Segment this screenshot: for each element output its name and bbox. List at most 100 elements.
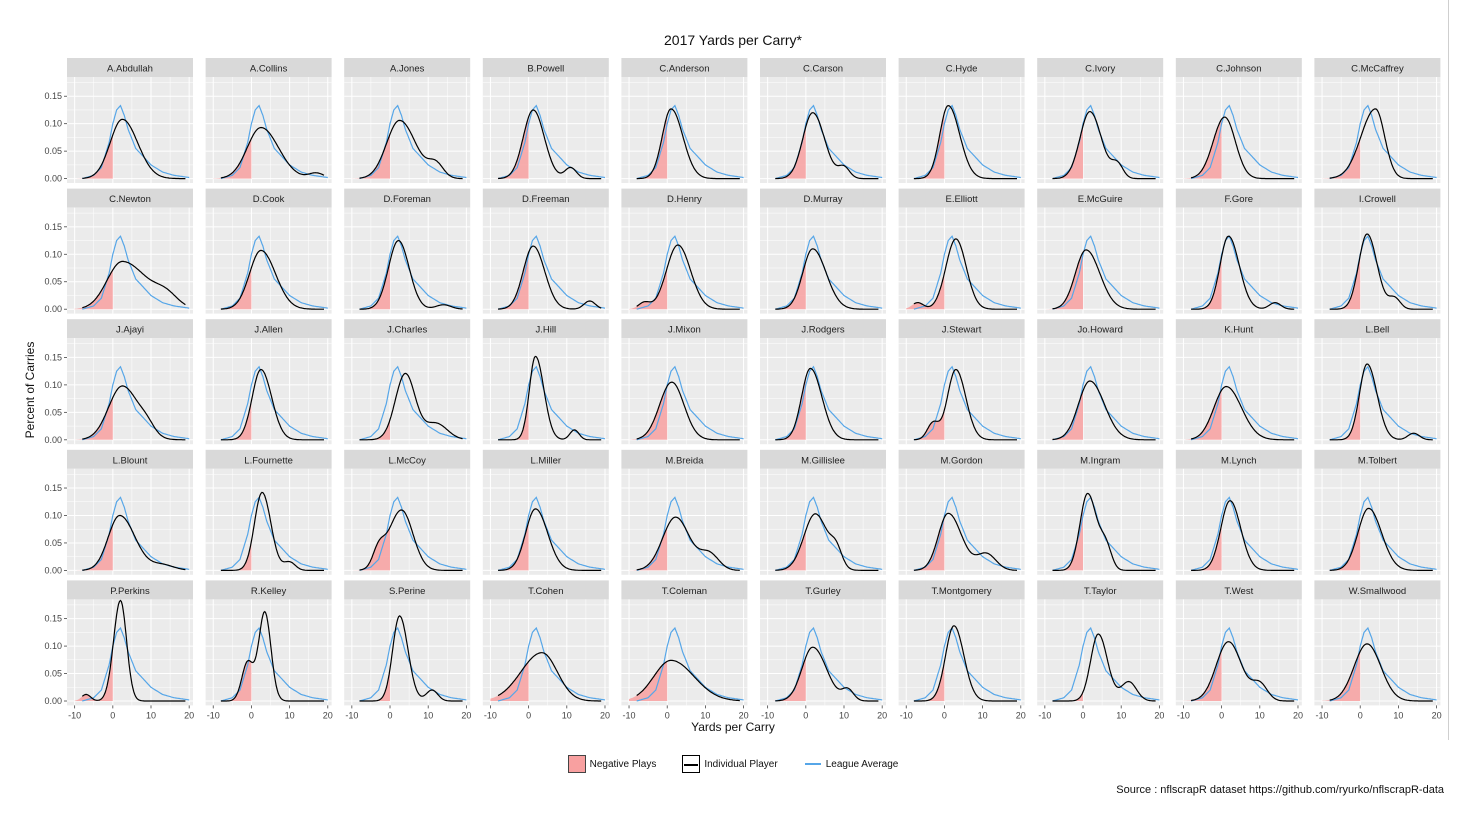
facet-strip [898,319,1025,339]
legend-item-negative: Negative Plays [567,755,657,773]
negative-plays-area [490,522,529,571]
individual-player-line [1052,633,1156,702]
x-tick-label: 10 [1393,710,1403,720]
negative-plays-area [1183,390,1222,440]
y-tick-label: 0.00 [44,174,62,184]
facet-strip-label: D.Henry [667,194,702,205]
league-average-line [1329,235,1437,310]
x-tick-label: 20 [1293,710,1303,720]
facet-panel: L.Bell [1314,319,1441,445]
league-average-line [497,235,606,310]
facet-strip-label: J.Mixon [668,325,701,336]
facet-panel: F.Gore [1175,188,1302,314]
panel-background [482,207,609,314]
facet-strip-label: J.Stewart [942,325,982,336]
negative-plays-area [74,646,113,701]
facet-panel: Jo.Howard [1037,319,1164,445]
league-average-line [636,365,744,441]
negative-plays-area [213,267,252,310]
negative-plays-area [351,527,390,571]
x-tick-label: 10 [423,710,433,720]
facet-strip-label: F.Gore [1225,194,1254,205]
individual-player-line [1190,641,1295,702]
x-tick-label: 0 [942,710,947,720]
y-tick-label: 0.05 [44,277,62,287]
facet-panel: D.Henry [621,188,748,314]
facet-panel: T.Cohen -10 0 10 20 [482,580,610,720]
league-average-line [1052,365,1160,441]
negative-plays-area [213,541,252,571]
y-tick-label: 0.15 [44,352,62,362]
league-average-line [913,365,1021,441]
legend-label-negative: Negative Plays [589,758,657,770]
facet-strip [1314,580,1441,600]
facet-panel: P.Perkins 0.00 0.05 0.10 0.15 -10 0 10 20 [44,580,194,720]
y-tick-label: 0.05 [44,146,62,156]
individual-player-line [359,239,463,310]
facet-strip-label: D.Freeman [522,194,570,205]
x-tick-label: -10 [623,710,636,720]
negative-plays-area [213,400,252,440]
negative-plays-area [1044,390,1083,440]
facet-strip-label: L.Bell [1366,325,1390,336]
facet-strip [482,449,609,469]
negative-plays-area [1183,524,1222,571]
x-tick-label: 10 [562,710,572,720]
facet-strip-label: K.Hunt [1224,325,1253,336]
facet-panel: M.Ingram [1037,449,1164,575]
facet-strip [67,580,193,600]
panel-background [205,599,332,706]
league-average-line [82,626,190,702]
panel-background [621,599,748,706]
y-tick-label: 0.10 [44,119,62,129]
league-average-line [497,626,606,702]
individual-player-line [1052,492,1156,571]
individual-player-line [636,244,740,310]
panel-background [67,207,193,314]
x-tick-label: 10 [700,710,710,720]
facet-panel: J.Rodgers [760,319,886,445]
negative-plays-area [906,409,945,440]
facet-strip [482,188,609,208]
league-average-line [82,365,190,441]
legend-key-individual [682,755,701,773]
facet-panel: E.Elliott [898,188,1025,314]
individual-player-line [359,615,463,702]
panel-background [898,468,1025,575]
legend-label-individual: Individual Player [704,758,778,770]
facet-strip [898,188,1025,208]
y-tick-label: 0.00 [44,565,62,575]
negative-plays-area [1044,691,1083,701]
league-average-line [359,496,467,571]
individual-player-line [220,491,324,571]
facet-panel: T.Taylor -10 0 10 20 [1037,580,1164,720]
individual-player-line [775,646,879,702]
facet-panel: M.Gordon [898,449,1025,575]
facet-strip-label: M.Breida [665,455,704,466]
panel-background [621,468,748,575]
facet-strip-label: J.Hill [536,325,557,336]
individual-player-line [636,516,740,571]
individual-player-line [636,108,740,180]
facet-strip-label: E.Elliott [945,194,978,205]
individual-player-line [220,126,325,179]
facet-strip-label: A.Collins [250,64,288,75]
panel-background [1175,77,1302,183]
facet-strip [482,319,609,339]
facet-strip-label: T.Gurley [805,586,841,597]
facet-strip [621,58,748,77]
facet-strip [760,319,886,339]
facet-strip-label: T.West [1224,586,1253,597]
facet-panel: A.Abdullah 0.00 0.05 0.10 0.15 [44,58,193,184]
negative-plays-area [906,273,945,310]
panel-background [344,338,471,445]
y-tick-label: 0.00 [44,304,62,314]
x-tick-label: 0 [1358,710,1363,720]
negative-plays-area [906,661,945,701]
y-tick-label: 0.15 [44,614,62,624]
facet-panel: T.West -10 0 10 20 [1175,580,1303,720]
panel-background [1037,77,1164,183]
individual-player-line [913,625,1017,702]
panel-background [1037,207,1164,314]
facet-strip-label: R.Kelley [251,586,287,597]
